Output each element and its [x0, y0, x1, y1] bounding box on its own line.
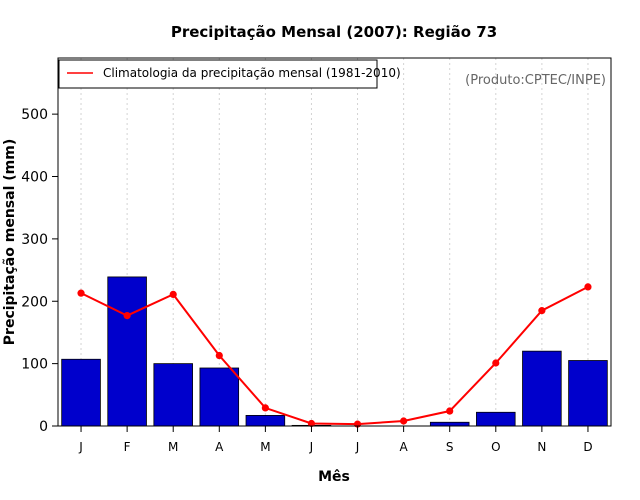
x-tick-label: J [78, 440, 83, 454]
legend-label-climatology: Climatologia da precipitação mensal (198… [103, 66, 401, 80]
x-tick-label: A [215, 440, 224, 454]
bar-11 [568, 360, 608, 427]
climatology-point-1 [123, 312, 131, 320]
y-tick-label: 0 [39, 419, 48, 435]
bar-1 [107, 276, 147, 427]
x-tick-label: N [537, 440, 546, 454]
x-tick-label: O [491, 440, 500, 454]
climatology-point-2 [169, 290, 177, 298]
x-tick-label: A [400, 440, 409, 454]
climatology-point-4 [261, 404, 269, 412]
climatology-point-10 [538, 307, 546, 315]
climatology-point-9 [492, 359, 500, 367]
plot-frame [57, 57, 612, 427]
climatology-point-0 [77, 289, 85, 297]
bar-3 [199, 367, 240, 427]
y-tick-label: 200 [21, 294, 48, 310]
x-axis-label: Mês [318, 469, 350, 485]
y-tick-label: 300 [21, 232, 48, 248]
bar-9 [476, 411, 516, 427]
climatology-point-3 [215, 351, 223, 360]
bar-series [61, 276, 608, 427]
x-tick-label: S [446, 440, 454, 454]
legend: Climatologia da precipitação mensal (198… [58, 59, 401, 89]
bar-0 [61, 358, 101, 427]
bar-10 [522, 350, 562, 427]
y-tick-label: 400 [21, 170, 48, 186]
bar-8 [429, 421, 470, 427]
climatology-line [80, 286, 589, 426]
y-tick-label: 100 [21, 357, 48, 373]
climatology-point-5 [307, 419, 316, 428]
climatology-point-7 [400, 417, 408, 425]
x-tick-label: D [583, 440, 592, 454]
y-tick-label: 500 [21, 107, 48, 123]
legend-box [58, 59, 378, 89]
x-tick-label: J [355, 440, 360, 454]
climatology-point-8 [446, 407, 454, 415]
bar-4 [245, 414, 286, 427]
x-tick-label: F [124, 440, 131, 454]
x-tick-label: J [309, 440, 314, 454]
chart-title: Precipitação Mensal (2007): Região 73 [171, 23, 497, 41]
credit-text: (Produto:CPTEC/INPE) [465, 73, 606, 88]
y-axis: 0 100 200 300 400 500 [21, 107, 58, 435]
y-axis-label: Precipitação mensal (mm) [2, 139, 18, 345]
climatology-series [77, 283, 592, 428]
x-tick-label: M [260, 440, 270, 454]
climatology-point-11 [584, 283, 592, 291]
bar-2 [153, 363, 193, 427]
x-tick-label: M [168, 440, 178, 454]
